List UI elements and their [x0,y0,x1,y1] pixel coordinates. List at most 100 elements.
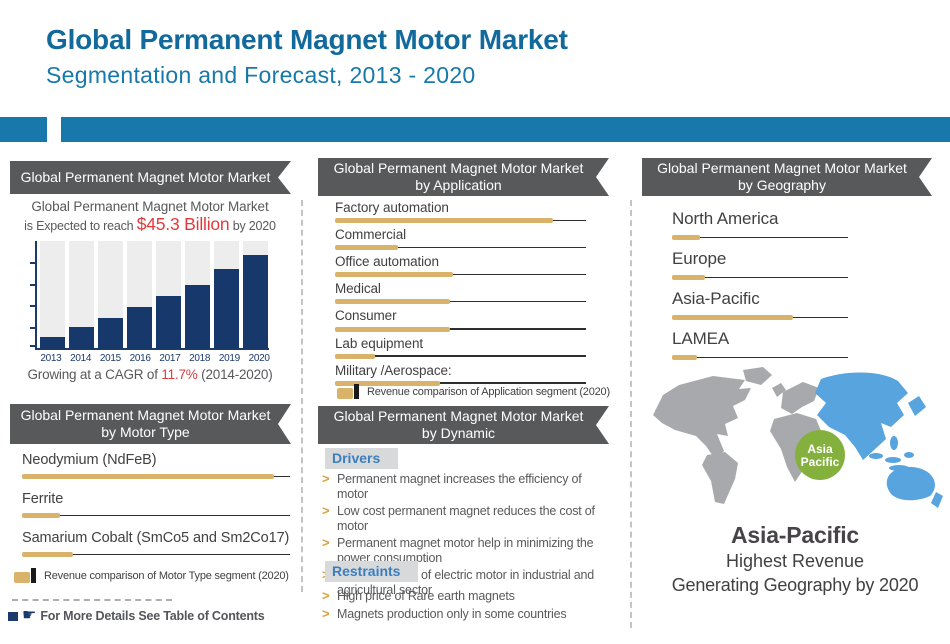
chart-column-2018 [185,241,210,348]
bar-legend-icon [337,384,359,399]
chart-column-2014 [69,241,94,348]
revenue-bar-track [335,246,586,249]
bar-2017 [156,295,181,348]
revenue-bar-fill [672,315,794,320]
y-axis-tick [30,344,37,347]
overview-statement-line2: is Expected to reach $45.3 Billion by 20… [0,214,300,235]
application-item-commercial: Commercial [335,227,586,251]
ribbon-application: Global Permanent Magnet Motor Market by … [318,158,609,196]
overview-statement-post: by 2020 [229,219,276,233]
chart-column-2017 [156,241,181,348]
revenue-bar-track [335,355,586,357]
chevron-bullet-icon: > [322,503,330,518]
application-label: Commercial [335,227,407,243]
map-island [869,453,883,459]
geography-highlight-line1: Highest Revenue [725,551,865,571]
revenue-bar [335,353,586,359]
geography-item-lamea: LAMEA [672,329,848,360]
revenue-bar-fill [335,326,451,332]
motor-type-label: Samarium Cobalt (SmCo5 and Sm2Co17) [22,530,290,546]
map-island [904,452,914,458]
geography-list: North America Europe Asia-Pacific LAMEA [672,209,848,369]
motor-type-list: Neodymium (NdFeB) Ferrite Samarium Cobal… [22,452,290,569]
column-separator-left [301,200,303,592]
bar-2016 [127,307,152,348]
page-title: Global Permanent Magnet Motor Market [46,24,568,55]
y-axis-tick [30,326,37,329]
application-item-military-aerospace: Military /Aerospace: [335,363,586,386]
x-tick-2017: 2017 [159,353,181,364]
bar-2015 [98,318,123,348]
more-details-text: For More Details See Table of Contents [40,609,265,623]
bar-2018 [185,284,210,348]
page-subtitle: Segmentation and Forecast, 2013 - 2020 [46,62,476,88]
ribbon-dynamic-line2: by Dynamic [421,425,496,441]
chevron-bullet-icon: > [322,605,330,621]
revenue-bar-track [335,328,586,330]
revenue-bar-track [335,273,586,276]
revenue-bar [22,512,290,518]
revenue-bar-track [672,236,848,238]
ribbon-dynamic: Global Permanent Magnet Motor Market by … [318,406,609,444]
motor-type-legend-text: Revenue comparison of Motor Type segment… [44,569,289,582]
revenue-bar-track [22,514,290,516]
drivers-label: Drivers [325,448,399,469]
motor-type-label: Neodymium (NdFeB) [22,452,157,468]
x-tick-2014: 2014 [70,353,92,364]
ribbon-geography: Global Permanent Magnet Motor Market by … [642,158,932,196]
revenue-bar [335,298,586,305]
geography-item-north-america: North America [672,209,848,240]
chart-plot-area [40,241,268,348]
geography-label: Asia-Pacific [672,289,760,308]
x-tick-2016: 2016 [129,353,151,364]
asia-pacific-badge-line2: Pacific [801,455,840,469]
ribbon-motor-type-line1: Global Permanent Magnet Motor Market [20,406,271,423]
application-item-factory-automation: Factory automation [335,200,586,224]
revenue-bar [335,326,586,332]
revenue-bar-fill [672,355,697,360]
application-item-medical: Medical [335,281,586,305]
asia-pacific-badge [795,430,845,480]
y-axis-tick [30,305,37,308]
map-europe [781,382,819,414]
column-separator-right [630,200,632,628]
geography-label: North America [672,209,779,228]
x-tick-2018: 2018 [189,353,211,364]
chevron-bullet-icon: > [322,535,330,550]
ribbon-market-overview-text: Global Permanent Magnet Motor Market [20,168,271,185]
ribbon-application-line1: Global Permanent Magnet Motor Market [333,159,584,176]
header-accent-square [0,117,47,142]
revenue-bar [335,271,586,278]
application-legend-text: Revenue comparison of Application segmen… [367,385,610,398]
restraint-item: > High price of Rare earth magnets [322,588,615,604]
chevron-bullet-icon: > [322,471,330,486]
application-legend: Revenue comparison of Application segmen… [337,384,610,399]
motor-type-legend: Revenue comparison of Motor Type segment… [14,568,289,583]
restraint-text: High price of Rare earth magnets [337,589,515,603]
revenue-bar-fill [672,235,701,240]
cagr-pre: Growing at a CAGR of [27,367,162,382]
y-axis-tick [30,262,37,265]
ribbon-dynamic-line1: Global Permanent Magnet Motor Market [333,407,584,424]
overview-statement-pre: is Expected to reach [24,219,137,233]
driver-item: > Low cost permanent magnet reduces the c… [322,503,615,533]
revenue-bar [672,274,848,280]
cagr-statement: Growing at a CAGR of 11.7% (2014-2020) [0,367,300,382]
revenue-bar-track [22,553,290,555]
map-australia [886,466,935,501]
revenue-bar-track [672,276,848,278]
bar-legend-icon [14,568,36,583]
map-greenland [743,367,772,385]
y-axis-tick [30,283,37,286]
revenue-bar-track [672,356,848,358]
motor-type-item-ferrite: Ferrite [22,491,290,518]
geography-item-asia-pacific: Asia-Pacific [672,289,848,320]
chart-column-2015 [98,241,123,348]
driver-item: > Permanent magnet increases the efficien… [322,471,615,501]
bar-2014 [69,326,94,348]
cagr-post: (2014-2020) [197,367,273,382]
map-asia [815,372,908,460]
forecast-bar-chart [30,241,269,350]
ribbon-motor-type-line2: by Motor Type [101,424,190,440]
